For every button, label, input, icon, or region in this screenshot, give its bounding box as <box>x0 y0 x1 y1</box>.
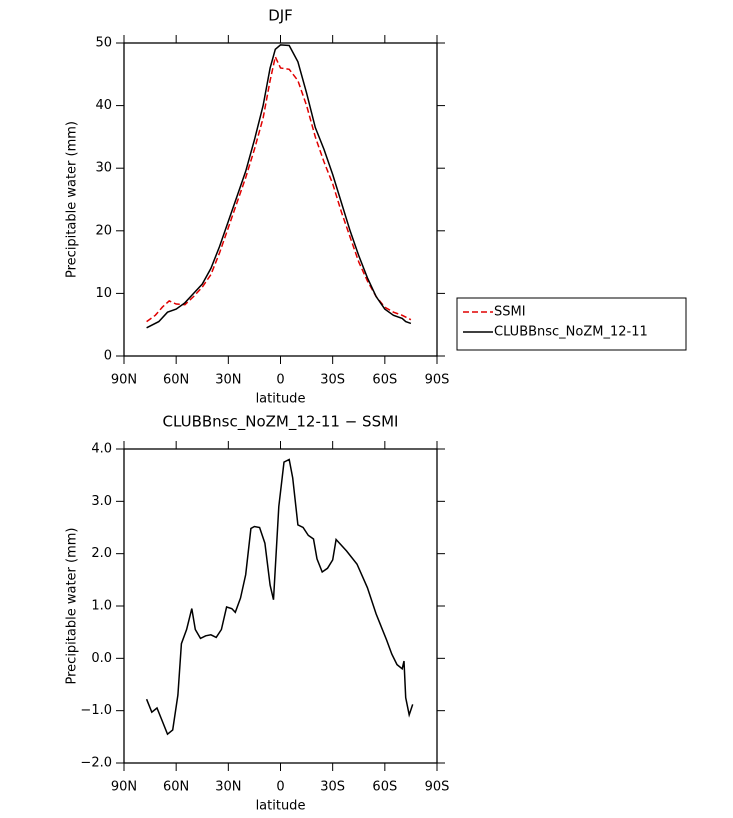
x-tick-label: 90S <box>425 780 450 795</box>
y-tick-label: −2.0 <box>80 756 112 771</box>
y-tick-label: −1.0 <box>80 703 112 718</box>
y-tick-label: 4.0 <box>91 442 112 457</box>
x-tick-label: 30S <box>320 373 345 388</box>
x-tick-label: 60N <box>163 373 189 388</box>
y-axis-label: Precipitable water (mm) <box>65 121 80 278</box>
y-tick-label: 40 <box>95 98 112 113</box>
x-axis-label: latitude <box>256 392 306 407</box>
x-tick-label: 30N <box>215 373 241 388</box>
x-tick-label: 90N <box>111 780 137 795</box>
y-axis-label: Precipitable water (mm) <box>65 528 80 685</box>
x-tick-label: 0 <box>276 373 284 388</box>
x-axis-label: latitude <box>256 799 306 814</box>
x-tick-label: 30S <box>320 780 345 795</box>
x-tick-label: 90S <box>425 373 450 388</box>
y-tick-label: 2.0 <box>91 546 112 561</box>
x-tick-label: 0 <box>276 780 284 795</box>
data-line <box>146 44 412 329</box>
y-tick-label: 30 <box>95 161 112 176</box>
y-tick-label: 0 <box>104 349 112 364</box>
legend-box <box>456 297 687 351</box>
y-tick-label: 20 <box>95 223 112 238</box>
chart-title: DJF <box>268 7 293 25</box>
data-line <box>146 54 412 323</box>
x-tick-label: 60S <box>372 780 397 795</box>
y-tick-label: 3.0 <box>91 494 112 509</box>
x-tick-label: 60S <box>372 373 397 388</box>
y-tick-label: 1.0 <box>91 599 112 614</box>
legend-label: SSMI <box>494 305 526 320</box>
chart-title: CLUBBnsc_NoZM_12-11 − SSMI <box>163 413 399 432</box>
data-line <box>145 458 414 736</box>
x-tick-label: 30N <box>215 780 241 795</box>
y-tick-label: 10 <box>95 286 112 301</box>
x-tick-label: 60N <box>163 780 189 795</box>
plot-frame <box>123 42 438 357</box>
y-tick-label: 50 <box>95 36 112 51</box>
legend-label: CLUBBnsc_NoZM_12-11 <box>494 325 648 340</box>
x-tick-label: 90N <box>111 373 137 388</box>
y-tick-label: 0.0 <box>91 651 112 666</box>
